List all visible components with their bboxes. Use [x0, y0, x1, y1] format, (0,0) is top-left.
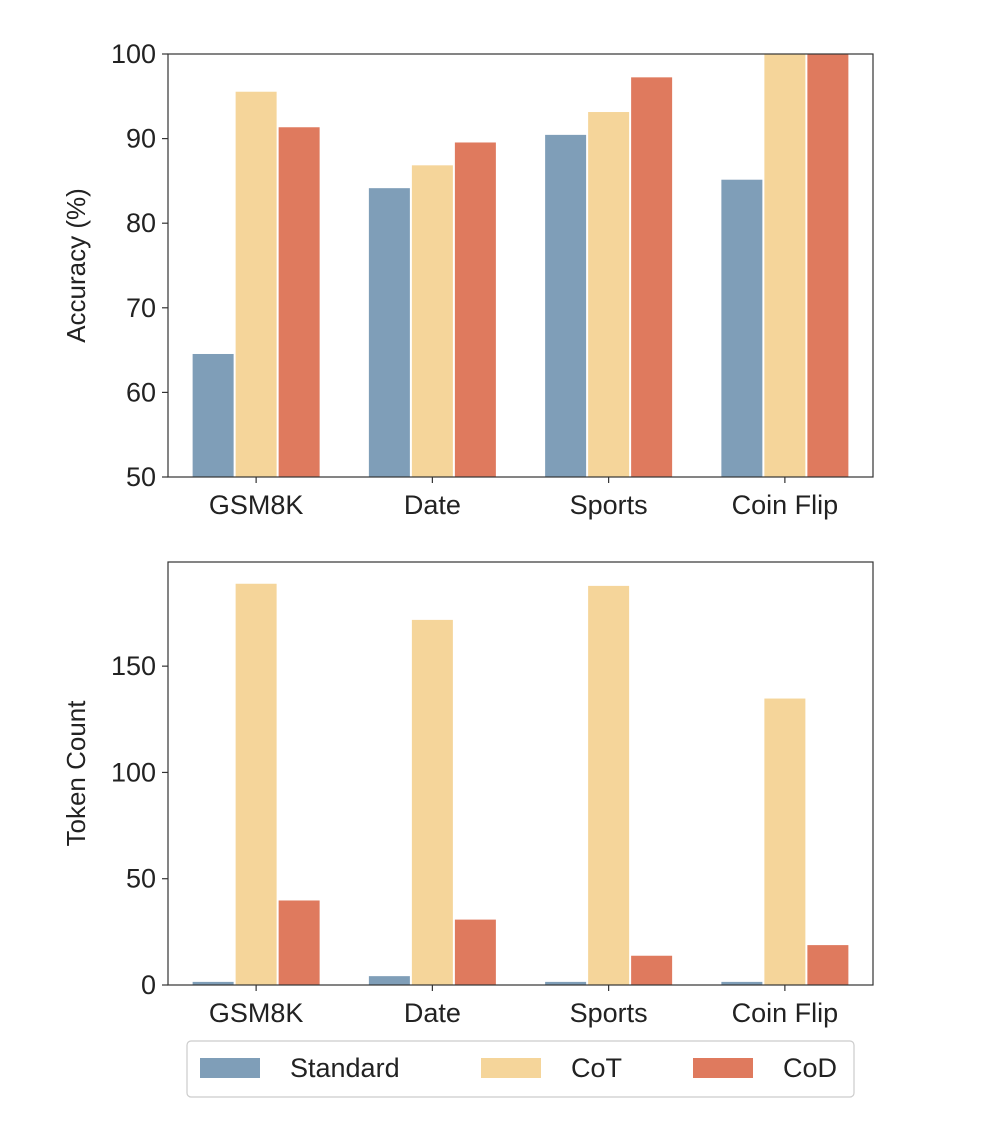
y-tick-label: 80: [126, 208, 156, 238]
y-tick-label: 50: [126, 864, 156, 894]
chart-panels: 50 60 70 80 90 100 GSM8K Date Sports Coin Flip Acc…: [61, 39, 874, 1028]
y-tick-label: 90: [126, 124, 156, 154]
y-axis-label: Token Count: [61, 700, 91, 847]
bars: [191, 582, 850, 985]
bar-cot-gsm8k: [234, 90, 278, 477]
bar-cod-date: [453, 141, 497, 477]
bar-cod-gsm8k: [277, 126, 321, 477]
bars: [191, 54, 850, 477]
x-tick-label: Sports: [570, 490, 648, 520]
bar-standard-coin-flip: [720, 178, 764, 477]
plot-frame: [167, 53, 874, 478]
legend-label-standard: Standard: [290, 1053, 400, 1083]
y-tick-label: 150: [111, 651, 156, 681]
bar-cod-date: [453, 918, 497, 985]
bar-cod-gsm8k: [277, 899, 321, 985]
y-tick-label: 0: [141, 970, 156, 1000]
bar-cot-gsm8k: [234, 582, 278, 985]
x-tick-label: GSM8K: [209, 490, 304, 520]
legend-label-cot: CoT: [571, 1053, 622, 1083]
bar-cot-date: [410, 164, 454, 477]
y-axis-label: Accuracy (%): [61, 188, 91, 343]
bar-cot-coin-flip: [763, 54, 807, 477]
bar-cot-coin-flip: [763, 697, 807, 985]
bar-cot-sports: [587, 584, 631, 985]
x-tick-label: Sports: [570, 998, 648, 1028]
y-tick-label: 100: [111, 39, 156, 69]
bar-cot-sports: [587, 111, 631, 477]
bar-standard-gsm8k: [191, 352, 235, 477]
bar-cod-coin-flip: [806, 944, 850, 985]
accuracy-chart: 50 60 70 80 90 100 GSM8K Date Sports Coin Flip Acc…: [61, 39, 874, 520]
token-count-chart: 0 50 100 150 GSM8K Date Sports Coin Flip Token C…: [61, 561, 874, 1028]
x-tick-label: Date: [404, 998, 461, 1028]
legend-swatch-cot: [481, 1058, 541, 1078]
legend: Standard CoT CoD: [186, 1040, 855, 1098]
y-tick-label: 100: [111, 757, 156, 787]
bar-standard-date: [367, 975, 411, 985]
bar-standard-sports: [544, 133, 588, 477]
x-tick-label: Coin Flip: [732, 490, 839, 520]
y-tick-label: 50: [126, 462, 156, 492]
bar-cot-date: [410, 618, 454, 985]
x-tick-label: GSM8K: [209, 998, 304, 1028]
x-tick-label: Coin Flip: [732, 998, 839, 1028]
legend-label-cod: CoD: [783, 1053, 837, 1083]
legend-swatch-standard: [200, 1058, 260, 1078]
x-tick-label: Date: [404, 490, 461, 520]
bar-standard-date: [367, 187, 411, 477]
legend-swatch-cod: [693, 1058, 753, 1078]
bar-cod-coin-flip: [806, 54, 850, 477]
bar-cod-sports: [630, 76, 674, 477]
bar-cod-sports: [630, 954, 674, 985]
plot-frame: [167, 561, 874, 986]
y-tick-label: 60: [126, 377, 156, 407]
y-tick-label: 70: [126, 293, 156, 323]
